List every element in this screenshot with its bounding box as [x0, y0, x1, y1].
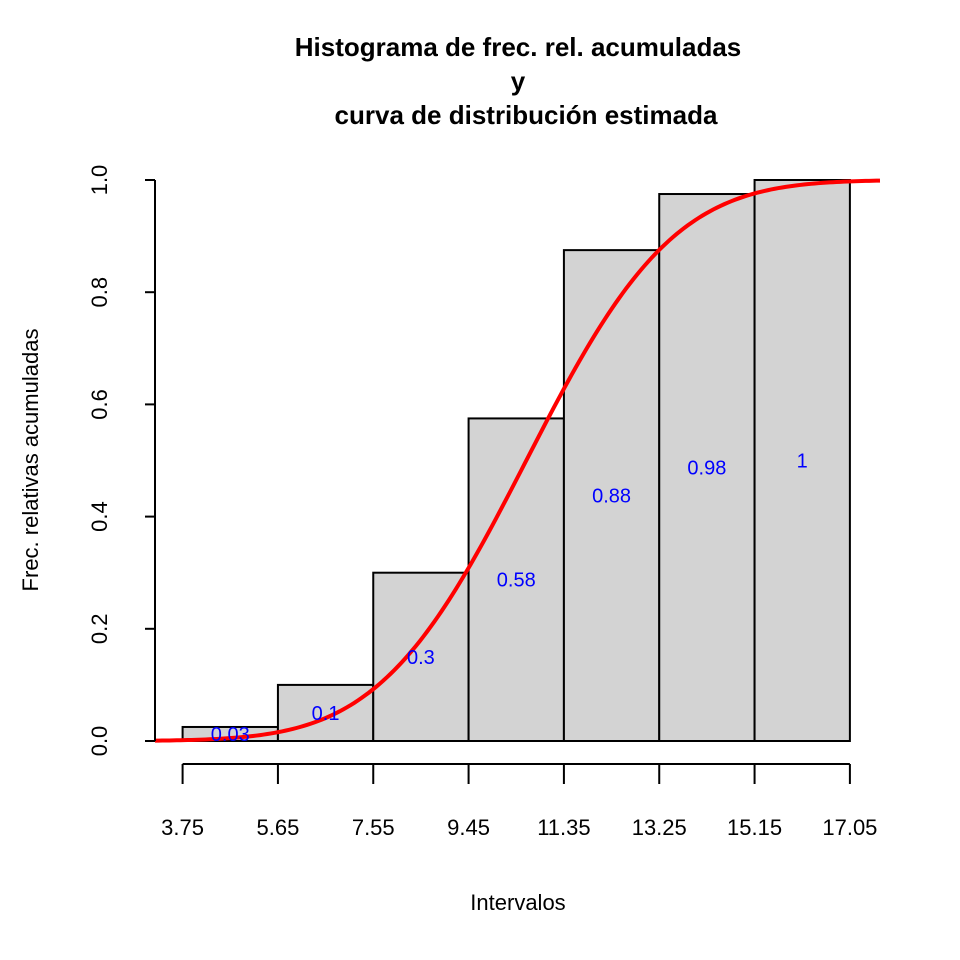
- histogram-bar: [753, 179, 851, 742]
- y-tick-label: 0.2: [87, 614, 112, 645]
- x-tick-label: 13.25: [632, 815, 687, 840]
- bar-data-label: 0.3: [407, 647, 435, 669]
- bar-data-label: 0.1: [312, 703, 340, 725]
- y-axis-label: Frec. relativas acumuladas: [18, 329, 43, 592]
- histogram-bar: [467, 417, 565, 742]
- bar-data-label: 0.03: [211, 724, 250, 746]
- y-axis: 0.0 0.2 0.4 0.6 0.8 1.0: [87, 165, 156, 757]
- x-tick-label: 11.35: [537, 815, 590, 840]
- y-tick-label: 0.8: [87, 277, 112, 308]
- x-tick-label: 5.65: [257, 815, 300, 840]
- histogram-bar: [276, 683, 375, 743]
- x-axis: 3.75 5.65 7.55 9.45 11.35 13.25 15.15 17.05: [161, 763, 877, 840]
- x-tick-label: 3.75: [161, 815, 204, 840]
- y-tick-label: 0.4: [87, 501, 112, 532]
- y-tick-label: 1.0: [87, 165, 112, 196]
- x-tick-label: 9.45: [447, 815, 490, 840]
- histogram-bar: [562, 249, 661, 742]
- bar-data-label: 0.58: [497, 570, 536, 592]
- bar-data-label: 1: [797, 451, 808, 473]
- x-tick-label: 7.55: [352, 815, 395, 840]
- chart-title-line-2: y: [511, 66, 526, 96]
- bar-data-label: 0.88: [592, 486, 631, 508]
- distribution-curve: [154, 178, 881, 743]
- x-tick-label: 17.05: [822, 815, 877, 840]
- histogram-bar: [372, 571, 470, 743]
- x-axis-label: Intervalos: [470, 890, 565, 915]
- curve-layer: [154, 178, 881, 743]
- y-tick-label: 0.0: [87, 726, 112, 757]
- bars-layer: [181, 179, 851, 743]
- data-labels-layer: 0.03 0.1 0.3 0.58 0.88 0.98 1: [211, 451, 808, 746]
- chart-title-line-1: Histograma de frec. rel. acumuladas: [295, 32, 742, 62]
- x-tick-label: 15.15: [727, 815, 782, 840]
- bar-data-label: 0.98: [687, 458, 726, 480]
- chart-title-line-3: curva de distribución estimada: [335, 100, 718, 130]
- histogram-bar: [658, 193, 756, 742]
- y-tick-label: 0.6: [87, 389, 112, 420]
